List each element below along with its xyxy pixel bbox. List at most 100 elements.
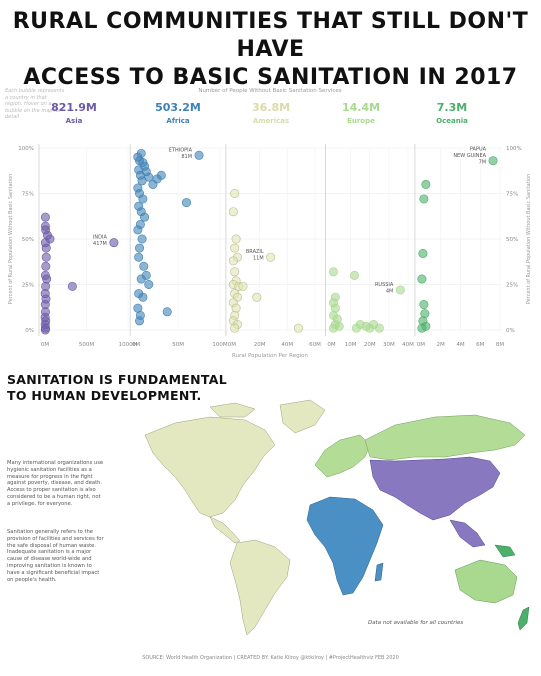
data-point-oceania [419,300,429,310]
map-asia[interactable] [369,456,501,521]
data-point-africa [162,307,172,317]
region-total-africa: 503.2M [155,101,201,114]
map-central-america[interactable] [209,516,241,544]
map-papua-new-guinea[interactable] [494,544,516,558]
data-point-americas [228,207,238,217]
annotation-label: NEW GUINEA [453,153,486,159]
scatter-chart: 100% 100% 75% 75% 50% 50% 25% 25% 0% 0% Percent of… [8,144,532,359]
annotation-label: ETHIOPIA [169,147,193,153]
annotation-value: 11M [253,256,264,262]
title-line-1: RURAL COMMUNITIES THAT STILL DON'T HAVE [12,9,529,62]
map-europe[interactable] [314,434,371,478]
x-tick-label: 0M [417,342,425,348]
x-tick-label: 8M [496,342,504,348]
map-africa[interactable] [306,496,384,596]
y-tick-label-right: 0% [506,328,515,334]
annotation-value: 417M [93,241,107,247]
data-point-africa [137,234,147,244]
x-tick-label: 20M [254,342,266,348]
data-point-americas [230,243,240,253]
map-note: Data not available for all countries [368,620,464,626]
y-tick-label-left: 0% [25,328,34,334]
region-name-africa: Africa [166,117,190,125]
title-line-2: ACCESS TO BASIC SANITATION IN 2017 [23,65,518,90]
x-axis-title: Rural Population Per Region [232,353,308,359]
y-tick-label-right: 75% [506,192,518,198]
data-point-africa [134,252,144,262]
paragraph-1: Many international organizations use hyg… [7,460,104,507]
map-new-zealand[interactable] [517,606,530,631]
data-point-europe [374,323,384,333]
data-point-americas [230,188,240,198]
annotation-label: INDIA [93,235,108,241]
x-tick-label: 500M [79,342,94,348]
region-total-asia: 821.9M [51,101,97,114]
data-point-africa [144,280,154,290]
data-point-europe [334,321,344,331]
data-point-europe [349,270,359,280]
map-canada-islands[interactable] [209,402,256,418]
map-madagascar[interactable] [374,562,384,582]
x-tick-label: 0M [228,342,236,348]
map-russia[interactable] [364,414,526,461]
region-name-asia: Asia [65,117,83,125]
x-tick-label: 1000M [119,342,138,348]
x-tick-label: 0M [132,342,140,348]
section-title: SANITATION IS FUNDAMENTAL TO HUMAN DEVEL… [7,372,227,404]
region-name-americas: Americas [252,117,290,125]
data-point-americas [293,323,303,333]
annotation-label: RUSSIA [375,282,394,288]
data-point-africa [140,212,150,222]
data-point-europe [395,285,405,295]
x-tick-label: 0M [327,342,335,348]
data-point-americas [231,234,241,244]
data-point-americas [252,292,262,302]
map-australia[interactable] [454,559,518,604]
data-point-africa [181,198,191,208]
data-point-americas [231,303,241,313]
data-point-africa [135,316,145,326]
data-point-africa [156,170,166,180]
section-title-line-1: SANITATION IS FUNDAMENTAL [7,372,228,387]
map-north-america[interactable] [144,416,276,518]
source-line: SOURCE: World Health Organization | CREA… [142,655,399,661]
data-point-africa [138,292,148,302]
x-tick-label: 2M [437,342,445,348]
data-point-africa [139,261,149,271]
section-title-line-2: TO HUMAN DEVELOPMENT. [7,388,202,403]
data-point-oceania [418,249,428,259]
data-point-africa [133,225,143,235]
x-tick-label: 100M [212,342,227,348]
map-southeast-asia[interactable] [449,519,486,548]
annotation-value: 4M [386,288,394,294]
region-name-europe: Europe [347,117,375,125]
data-point-oceania [421,179,431,189]
map-south-america[interactable] [229,539,291,636]
y-tick-label-left: 100% [18,146,34,152]
data-point-oceania [417,323,427,333]
annotation-value: 7M [479,160,487,166]
x-tick-label: 50M [172,342,184,348]
data-point-europe [351,323,361,333]
y-tick-label-right: 100% [506,146,522,152]
data-point-oceania [417,274,427,284]
header-label: Number of People Without Basic Sanitatio… [198,88,342,94]
bubble-note: Each bubble represents a country in that… [5,88,65,120]
x-tick-label: 60M [309,342,321,348]
y-tick-label-left: 75% [22,192,34,198]
data-point-oceania [488,156,498,166]
y-tick-label-right: 25% [506,283,518,289]
region-total-europe: 14.4M [341,101,381,114]
data-point-americas [230,323,240,333]
region-total-oceania: 7.3M [436,101,468,114]
region-name-oceania: Oceania [436,117,468,125]
data-point-africa [138,194,148,204]
x-tick-label: 40M [402,342,414,348]
data-point-americas [238,281,248,291]
map-greenland[interactable] [279,399,326,434]
world-map[interactable] [115,395,535,645]
data-point-asia [109,238,119,248]
y-axis-title-left: Percent of Rural Population Without Basi… [8,174,14,305]
data-point-europe [328,267,338,277]
y-tick-label-left: 50% [22,237,34,243]
